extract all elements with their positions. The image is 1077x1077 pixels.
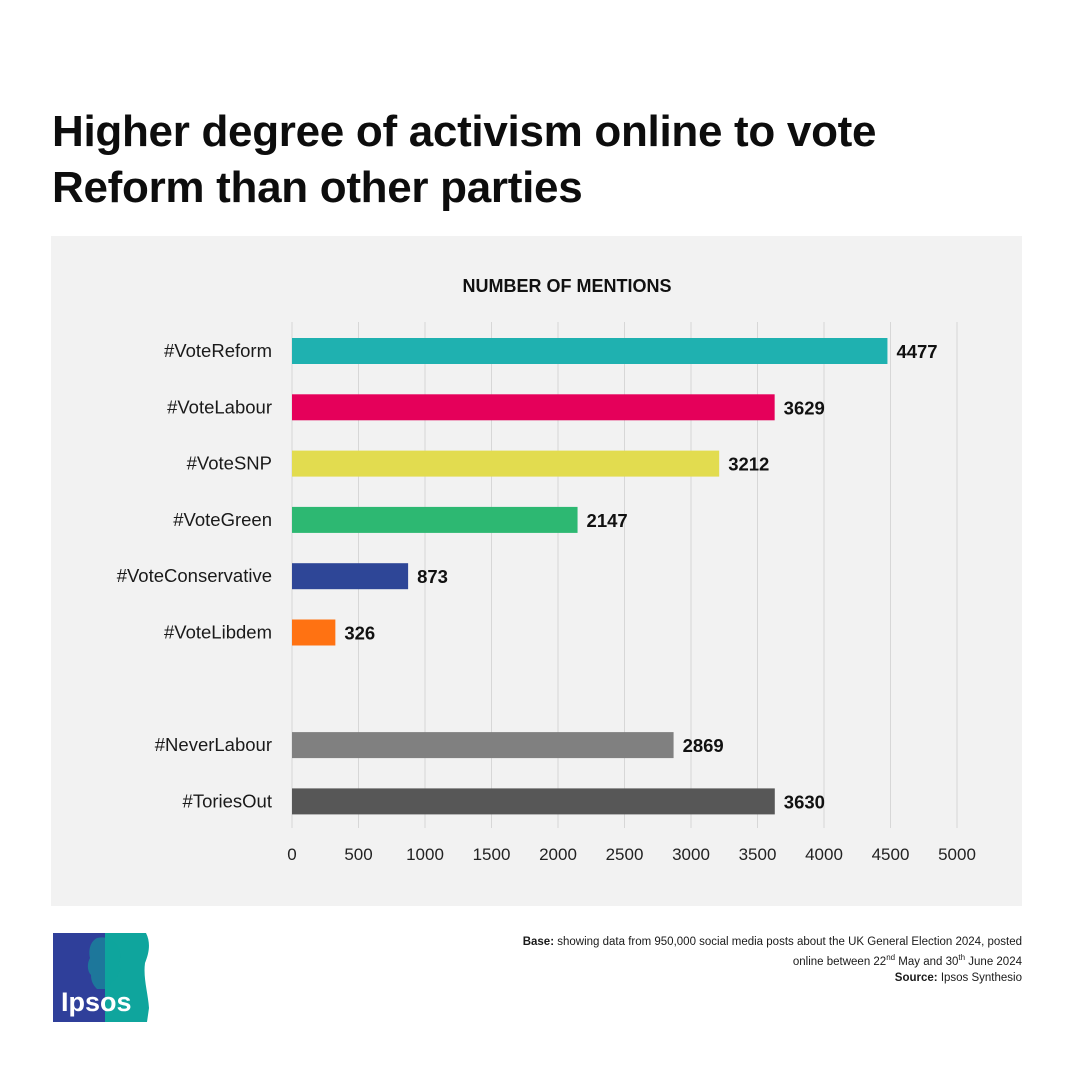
category-label: #VoteReform	[164, 340, 272, 361]
chart-subtitle: NUMBER OF MENTIONS	[463, 276, 672, 296]
source-label: Source:	[894, 971, 938, 984]
bar	[292, 394, 775, 421]
data-label: 4477	[896, 341, 937, 362]
data-label: 873	[417, 566, 448, 587]
data-label: 3630	[784, 791, 825, 812]
x-tick-label: 1000	[406, 845, 444, 864]
data-label: 3212	[728, 454, 769, 475]
bar	[292, 338, 888, 364]
base-text-2: May and 30	[895, 955, 959, 968]
category-label: #VoteSNP	[187, 453, 272, 474]
ipsos-logo: Ipsos	[53, 933, 150, 1022]
bar	[292, 450, 720, 477]
chart-panel: NUMBER OF MENTIONS 0 500 1000 1500 2000 2500 30…	[51, 236, 1022, 906]
x-tick-label: 500	[344, 845, 372, 864]
x-tick-label: 2000	[539, 845, 577, 864]
bar	[292, 732, 674, 759]
chart-title: Higher degree of activism online to vote…	[52, 107, 877, 212]
bar-chart: NUMBER OF MENTIONS 0 500 1000 1500 2000 2500 30…	[117, 276, 976, 864]
x-tick-label: 4500	[872, 845, 910, 864]
x-tick-label: 0	[287, 845, 296, 864]
x-tick-label: 1500	[473, 845, 511, 864]
data-label: 2869	[683, 735, 724, 756]
category-label: #VoteLibdem	[164, 622, 272, 643]
category-label: #VoteGreen	[173, 509, 272, 530]
logo-head-silhouette	[87, 937, 121, 989]
superscript-th: th	[958, 953, 966, 962]
logo-text: Ipsos	[61, 987, 132, 1017]
footnote: Base: showing data from 950,000 social m…	[502, 934, 1022, 986]
data-label: 2147	[587, 510, 628, 531]
bar	[292, 563, 409, 590]
base-text-3: June 2024	[965, 955, 1022, 968]
x-tick-label: 5000	[938, 845, 976, 864]
category-label: #ToriesOut	[183, 790, 272, 811]
x-tick-label: 3000	[672, 845, 710, 864]
bar	[292, 788, 775, 815]
category-label: #VoteConservative	[117, 565, 272, 586]
base-text-1: showing data from 950,000 social media p…	[557, 936, 1022, 968]
x-tick-label: 2500	[606, 845, 644, 864]
base-label: Base:	[522, 936, 555, 948]
bar	[292, 619, 336, 646]
bar	[292, 506, 578, 533]
x-tick-label: 4000	[805, 845, 843, 864]
data-label: 3629	[784, 397, 825, 418]
category-label: #NeverLabour	[155, 734, 272, 755]
data-label: 326	[344, 623, 375, 644]
x-tick-label: 3500	[739, 845, 777, 864]
category-label: #VoteLabour	[167, 396, 272, 417]
source-text: Ipsos Synthesio	[940, 971, 1022, 984]
superscript-nd: nd	[886, 953, 896, 962]
